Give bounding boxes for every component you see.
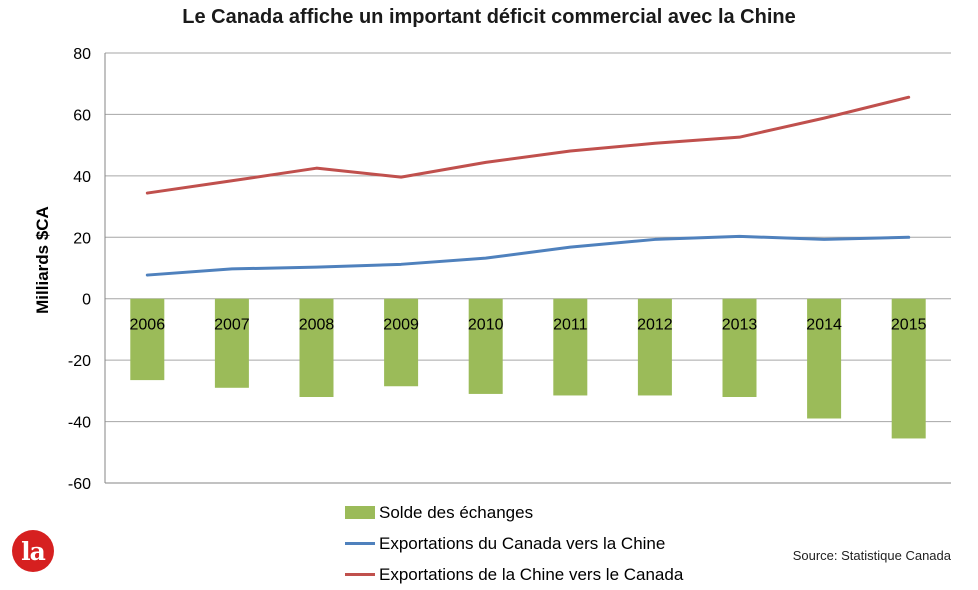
y-tick-label: 40 — [73, 169, 91, 186]
legend-label-canada-exports: Exportations du Canada vers la Chine — [379, 533, 666, 553]
x-tick-label: 2013 — [722, 317, 758, 334]
legend-swatch-balance — [345, 506, 375, 519]
y-tick-label: 0 — [82, 292, 91, 309]
x-tick-label: 2007 — [214, 317, 250, 334]
legend-label-balance: Solde des échanges — [379, 502, 534, 522]
y-tick-label: -20 — [68, 353, 91, 370]
bar-2011 — [553, 298, 588, 396]
x-tick-label: 2011 — [553, 317, 588, 334]
bar-2010 — [468, 298, 503, 394]
source-note: Source: Statistique Canada — [792, 548, 951, 563]
x-tick-label: 2015 — [891, 317, 927, 334]
legend-swatch-canada-exports — [345, 542, 375, 545]
x-tick-label: 2006 — [130, 317, 166, 334]
y-tick-label: -40 — [68, 415, 91, 432]
bar-2012 — [637, 298, 672, 396]
y-tick-label: 80 — [73, 46, 91, 63]
bar-2008 — [299, 298, 334, 397]
y-tick-label: 20 — [73, 230, 91, 247]
chart-title: Le Canada affiche un important déficit c… — [182, 6, 796, 28]
bar-2006 — [130, 298, 165, 381]
bar-2014 — [807, 298, 842, 419]
y-tick-label: -60 — [68, 476, 91, 493]
legend-swatch-china-exports — [345, 573, 375, 576]
bar-2009 — [384, 298, 419, 387]
line-exports-china-to-canada — [145, 95, 911, 195]
bar-2013 — [722, 298, 757, 397]
bar-2015 — [891, 298, 926, 439]
la-presse-logo: la — [12, 530, 54, 572]
legend-label-china-exports: Exportations de la Chine vers le Canada — [379, 564, 684, 584]
line-exports-canada-to-china — [145, 234, 911, 277]
y-axis-label: Milliards $CA — [33, 206, 52, 314]
legend-item-china-exports: Exportations de la Chine vers le Canada — [345, 559, 683, 590]
legend-item-balance: Solde des échanges — [345, 497, 683, 528]
x-tick-label: 2012 — [637, 317, 673, 334]
x-tick-label: 2009 — [383, 317, 419, 334]
legend-item-canada-exports: Exportations du Canada vers la Chine — [345, 528, 683, 559]
y-tick-label: 60 — [73, 107, 91, 124]
x-tick-label: 2014 — [806, 317, 842, 334]
legend: Solde des échanges Exportations du Canad… — [345, 497, 683, 590]
bar-2007 — [214, 298, 249, 388]
x-tick-label: 2010 — [468, 317, 504, 334]
x-tick-label: 2008 — [299, 317, 335, 334]
